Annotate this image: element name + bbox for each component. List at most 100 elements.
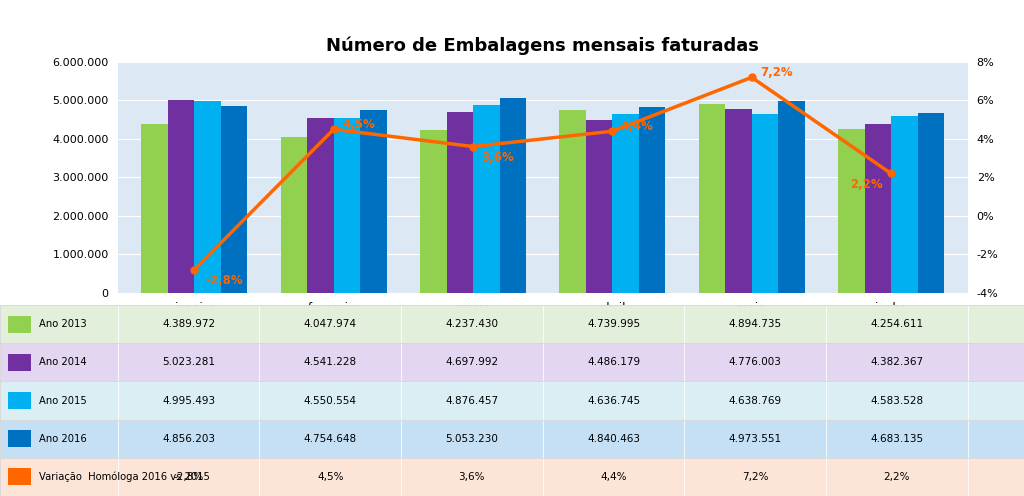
FancyBboxPatch shape xyxy=(0,305,118,343)
Text: 3,6%: 3,6% xyxy=(481,151,514,164)
Text: 4.237.430: 4.237.430 xyxy=(445,319,499,329)
FancyBboxPatch shape xyxy=(259,420,401,458)
Text: 3,6%: 3,6% xyxy=(459,472,485,482)
Bar xyxy=(838,129,864,293)
Bar xyxy=(168,100,195,293)
FancyBboxPatch shape xyxy=(0,420,118,458)
Text: 4,4%: 4,4% xyxy=(600,472,627,482)
FancyBboxPatch shape xyxy=(8,315,31,333)
FancyBboxPatch shape xyxy=(401,420,543,458)
Text: 4.856.203: 4.856.203 xyxy=(162,434,215,444)
FancyBboxPatch shape xyxy=(826,458,968,496)
Text: 4.683.135: 4.683.135 xyxy=(870,434,924,444)
Text: 4,5%: 4,5% xyxy=(342,118,375,131)
FancyBboxPatch shape xyxy=(543,458,684,496)
Text: 4.973.551: 4.973.551 xyxy=(729,434,781,444)
Text: 7,2%: 7,2% xyxy=(742,472,768,482)
Text: 4.754.648: 4.754.648 xyxy=(304,434,356,444)
Text: 4.254.611: 4.254.611 xyxy=(870,319,924,329)
Text: 4.739.995: 4.739.995 xyxy=(587,319,640,329)
Bar xyxy=(918,113,944,293)
FancyBboxPatch shape xyxy=(0,381,118,420)
Text: Variação  Homóloga 2016 vs 2015: Variação Homóloga 2016 vs 2015 xyxy=(39,472,210,482)
FancyBboxPatch shape xyxy=(118,381,259,420)
Bar xyxy=(360,110,387,293)
Text: 4,4%: 4,4% xyxy=(621,120,653,133)
Text: 4.541.228: 4.541.228 xyxy=(304,357,356,368)
FancyBboxPatch shape xyxy=(968,420,1024,458)
Text: Ano 2015: Ano 2015 xyxy=(39,395,87,406)
FancyBboxPatch shape xyxy=(968,343,1024,381)
Text: 4.638.769: 4.638.769 xyxy=(729,395,781,406)
FancyBboxPatch shape xyxy=(259,381,401,420)
FancyBboxPatch shape xyxy=(684,458,826,496)
Text: Ano 2016: Ano 2016 xyxy=(39,434,87,444)
Text: 2,2%: 2,2% xyxy=(850,178,883,190)
Text: 4.995.493: 4.995.493 xyxy=(162,395,215,406)
Bar xyxy=(612,115,639,293)
Bar xyxy=(778,102,805,293)
FancyBboxPatch shape xyxy=(543,343,684,381)
Bar xyxy=(141,124,168,293)
FancyBboxPatch shape xyxy=(684,343,826,381)
Bar xyxy=(586,120,612,293)
Bar xyxy=(891,117,918,293)
Bar xyxy=(864,124,891,293)
Text: 4.636.745: 4.636.745 xyxy=(587,395,640,406)
Bar xyxy=(725,109,752,293)
Text: 4.876.457: 4.876.457 xyxy=(445,395,499,406)
FancyBboxPatch shape xyxy=(118,305,259,343)
FancyBboxPatch shape xyxy=(259,343,401,381)
FancyBboxPatch shape xyxy=(684,420,826,458)
Bar xyxy=(559,111,586,293)
Text: Ano 2013: Ano 2013 xyxy=(39,319,87,329)
FancyBboxPatch shape xyxy=(543,305,684,343)
Text: 2,2%: 2,2% xyxy=(884,472,910,482)
FancyBboxPatch shape xyxy=(259,305,401,343)
FancyBboxPatch shape xyxy=(543,420,684,458)
FancyBboxPatch shape xyxy=(8,392,31,409)
Text: 5.053.230: 5.053.230 xyxy=(445,434,499,444)
FancyBboxPatch shape xyxy=(826,381,968,420)
Bar xyxy=(195,101,221,293)
FancyBboxPatch shape xyxy=(684,381,826,420)
FancyBboxPatch shape xyxy=(8,468,31,486)
FancyBboxPatch shape xyxy=(968,305,1024,343)
Text: 4.389.972: 4.389.972 xyxy=(162,319,215,329)
Bar xyxy=(446,112,473,293)
Text: Ano 2014: Ano 2014 xyxy=(39,357,87,368)
Bar xyxy=(752,114,778,293)
Title: Número de Embalagens mensais faturadas: Número de Embalagens mensais faturadas xyxy=(327,36,759,55)
Bar xyxy=(500,98,526,293)
Text: 4.840.463: 4.840.463 xyxy=(587,434,640,444)
FancyBboxPatch shape xyxy=(401,381,543,420)
FancyBboxPatch shape xyxy=(968,381,1024,420)
Text: -2,8%: -2,8% xyxy=(173,472,204,482)
FancyBboxPatch shape xyxy=(118,343,259,381)
Text: 5.023.281: 5.023.281 xyxy=(162,357,215,368)
Bar xyxy=(281,137,307,293)
FancyBboxPatch shape xyxy=(684,305,826,343)
FancyBboxPatch shape xyxy=(8,354,31,371)
Text: 4,5%: 4,5% xyxy=(317,472,343,482)
FancyBboxPatch shape xyxy=(543,381,684,420)
Text: 4.894.735: 4.894.735 xyxy=(729,319,781,329)
Bar xyxy=(698,105,725,293)
FancyBboxPatch shape xyxy=(826,343,968,381)
Text: 4.382.367: 4.382.367 xyxy=(870,357,924,368)
Bar xyxy=(307,118,334,293)
Bar xyxy=(420,130,446,293)
Text: 4.776.003: 4.776.003 xyxy=(729,357,781,368)
FancyBboxPatch shape xyxy=(0,458,118,496)
FancyBboxPatch shape xyxy=(401,458,543,496)
FancyBboxPatch shape xyxy=(118,458,259,496)
FancyBboxPatch shape xyxy=(401,343,543,381)
FancyBboxPatch shape xyxy=(401,305,543,343)
Text: 4.486.179: 4.486.179 xyxy=(587,357,640,368)
FancyBboxPatch shape xyxy=(826,420,968,458)
Bar xyxy=(334,118,360,293)
FancyBboxPatch shape xyxy=(118,420,259,458)
Text: 4.697.992: 4.697.992 xyxy=(445,357,499,368)
Bar xyxy=(221,106,248,293)
Text: 4.583.528: 4.583.528 xyxy=(870,395,924,406)
